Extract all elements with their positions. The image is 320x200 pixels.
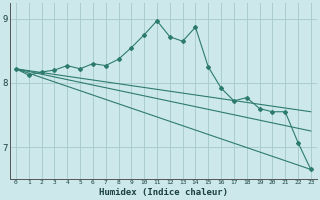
X-axis label: Humidex (Indice chaleur): Humidex (Indice chaleur) [99, 188, 228, 197]
